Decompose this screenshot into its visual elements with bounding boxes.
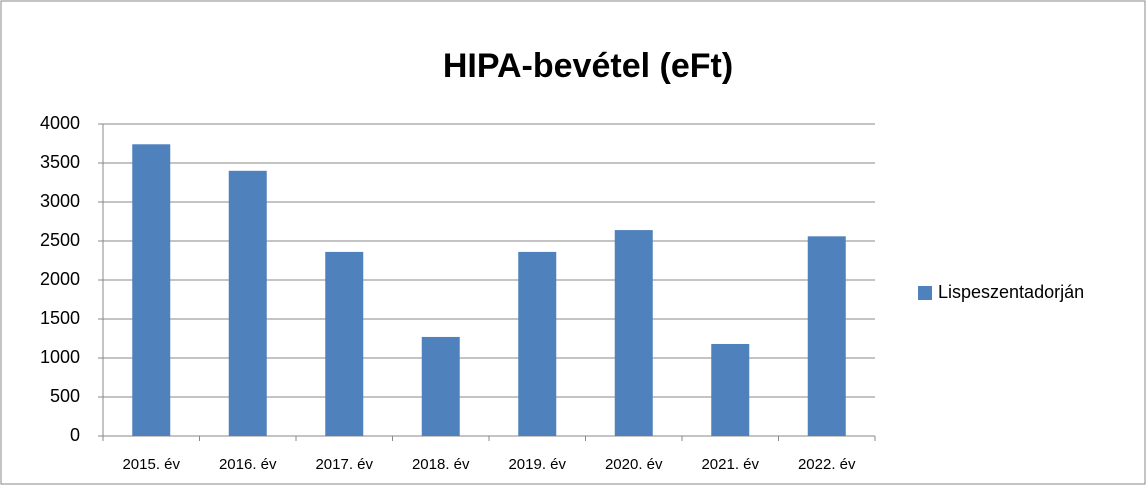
bar	[421, 336, 460, 436]
y-tick-label: 1000	[40, 347, 80, 367]
y-tick-label: 2000	[40, 269, 80, 289]
x-tick-label: 2022. év	[798, 456, 856, 473]
bar	[518, 251, 557, 436]
x-tick-label: 2017. év	[315, 456, 373, 473]
bar	[711, 343, 750, 436]
bar	[132, 144, 171, 436]
y-tick-label: 3500	[40, 152, 80, 172]
chart-title: HIPA-bevétel (eFt)	[443, 47, 733, 85]
x-tick-label: 2021. év	[701, 456, 759, 473]
bar	[228, 170, 267, 437]
y-tick-label: 3000	[40, 191, 80, 211]
bar	[614, 230, 653, 436]
legend-label: Lispeszentadorján	[938, 282, 1084, 302]
y-tick-label: 500	[50, 386, 80, 406]
x-tick-label: 2016. év	[219, 456, 277, 473]
x-tick-label: 2020. év	[605, 456, 663, 473]
y-tick-label: 0	[70, 425, 80, 445]
bar	[325, 251, 364, 436]
x-tick-label: 2019. év	[508, 456, 566, 473]
y-tick-label: 2500	[40, 230, 80, 250]
bar	[807, 236, 846, 436]
y-tick-label: 1500	[40, 308, 80, 328]
x-tick-label: 2018. év	[412, 456, 470, 473]
y-tick-label: 4000	[40, 113, 80, 133]
x-tick-label: 2015. év	[122, 456, 180, 473]
legend-swatch	[918, 286, 932, 300]
